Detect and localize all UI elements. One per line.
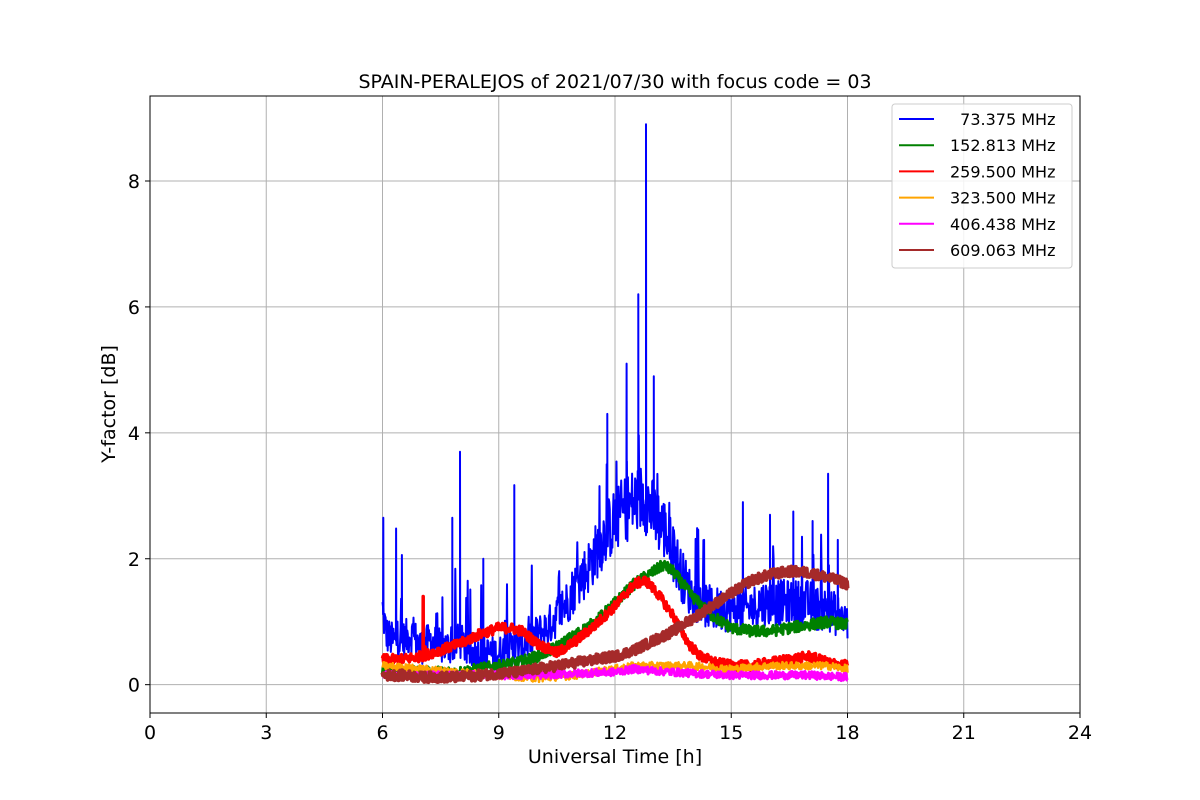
x-tick-label: 6	[376, 722, 388, 744]
x-tick-label: 15	[719, 722, 743, 744]
x-tick-label: 12	[603, 722, 627, 744]
legend-entry: 609.063 MHz	[950, 241, 1055, 260]
chart-title: SPAIN-PERALEJOS of 2021/07/30 with focus…	[358, 71, 871, 93]
y-tick-label: 0	[128, 675, 140, 697]
x-tick-label: 24	[1068, 722, 1092, 744]
x-axis-label: Universal Time [h]	[528, 746, 702, 768]
y-tick-label: 2	[128, 549, 140, 571]
y-axis-label: Y-factor [dB]	[98, 345, 120, 464]
x-tick-label: 18	[835, 722, 859, 744]
x-tick-label: 21	[952, 722, 976, 744]
x-tick-label: 3	[260, 722, 272, 744]
y-tick-label: 6	[128, 297, 140, 319]
legend-entry: 259.500 MHz	[950, 162, 1055, 181]
y-tick-label: 8	[128, 171, 140, 193]
legend-entry: 323.500 MHz	[950, 189, 1055, 208]
legend-entry: 73.375 MHz	[950, 110, 1055, 129]
x-tick-label: 9	[493, 722, 505, 744]
legend-entry: 152.813 MHz	[950, 136, 1055, 155]
legend-entry: 406.438 MHz	[950, 215, 1055, 234]
y-tick-label: 4	[128, 423, 140, 445]
legend-box	[891, 103, 1073, 269]
x-tick-label: 0	[144, 722, 156, 744]
legend: 73.375 MHz 152.813 MHz 259.500 MHz 323.500 …	[891, 103, 1073, 269]
series-line	[380, 564, 850, 685]
plot-area	[380, 123, 850, 685]
